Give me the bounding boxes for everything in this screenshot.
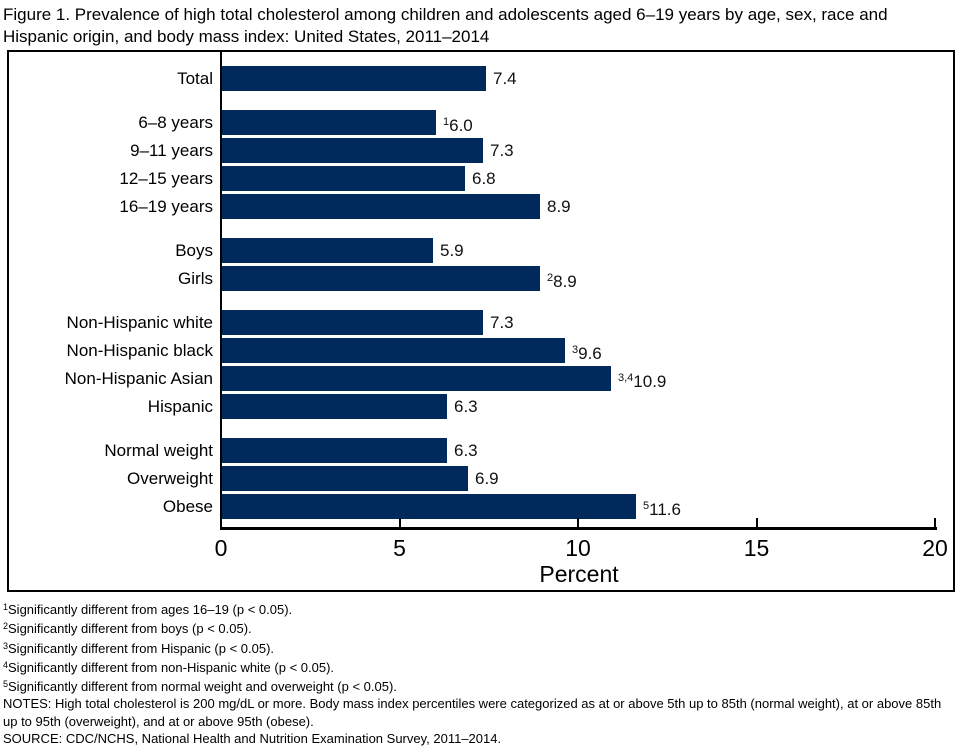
category-label-obese: Obese xyxy=(162,497,213,516)
footnote-2: 2Significantly different from boys (p < … xyxy=(3,621,252,637)
bar-9-11-years xyxy=(222,138,483,163)
x-axis-tick-0 xyxy=(220,518,222,527)
figure-title: Figure 1. Prevalence of high total chole… xyxy=(3,5,888,46)
notes-line: NOTES: High total cholesterol is 200 mg/… xyxy=(3,696,942,729)
bar-girls xyxy=(222,266,540,291)
category-label-normal-weight: Normal weight xyxy=(104,441,213,460)
significance-superscript: 3 xyxy=(572,344,579,356)
significance-superscript: 1 xyxy=(443,116,450,128)
category-label-non-hispanic-asian: Non-Hispanic Asian xyxy=(64,369,213,388)
category-label-16-19-years: 16–19 years xyxy=(119,197,213,216)
bar-normal-weight xyxy=(222,438,447,463)
value-label-girls: 28.9 xyxy=(547,272,577,291)
bar-boys xyxy=(222,238,433,263)
footnote-superscript: 5 xyxy=(3,679,9,690)
x-axis-tick-label-0: 0 xyxy=(214,535,228,561)
bar-non-hispanic-asian xyxy=(222,366,611,391)
category-label-12-15-years: 12–15 years xyxy=(119,169,213,188)
x-axis-tick-20 xyxy=(934,518,936,527)
x-axis-tick-label-15: 15 xyxy=(743,535,770,561)
footnote-superscript: 1 xyxy=(3,602,9,612)
footnote-1: 1Significantly different from ages 16–19… xyxy=(3,602,293,617)
source-line: SOURCE: CDC/NCHS, National Health and Nu… xyxy=(3,731,502,747)
value-label-12-15-years: 6.8 xyxy=(472,169,496,188)
bar-16-19-years xyxy=(222,194,540,219)
x-axis-title: Percent xyxy=(539,561,619,587)
bar-12-15-years xyxy=(222,166,465,191)
value-label-16-19-years: 8.9 xyxy=(547,197,571,216)
y-axis-line xyxy=(220,52,222,529)
category-label-girls: Girls xyxy=(178,269,213,288)
category-label-overweight: Overweight xyxy=(127,469,213,488)
category-label-total: Total xyxy=(177,69,213,88)
significance-superscript: 2 xyxy=(547,272,554,284)
plot-area: Percent Total 7.4 6–8 years 16.0 9–11 years 7… xyxy=(9,52,953,590)
footnote-3: 3Significantly different from Hispanic (… xyxy=(3,640,275,656)
value-label-normal-weight: 6.3 xyxy=(454,441,478,460)
value-label-total: 7.4 xyxy=(493,69,517,88)
category-label-non-hispanic-white: Non-Hispanic white xyxy=(66,313,213,332)
category-label-6-8-years: 6–8 years xyxy=(138,113,213,132)
bar-non-hispanic-black xyxy=(222,338,565,363)
category-label-hispanic: Hispanic xyxy=(147,397,213,416)
bar-hispanic xyxy=(222,394,447,419)
significance-superscript: 3,4 xyxy=(618,372,634,384)
footnotes-block: 1Significantly different from ages 16–19… xyxy=(3,599,955,747)
value-label-non-hispanic-asian: 3,410.9 xyxy=(618,372,667,391)
x-axis-tick-10 xyxy=(577,518,579,527)
bar-6-8-years xyxy=(222,110,436,135)
value-label-boys: 5.9 xyxy=(440,241,464,260)
x-axis-tick-label-5: 5 xyxy=(393,535,406,561)
bar-non-hispanic-white xyxy=(222,310,483,335)
value-label-9-11-years: 7.3 xyxy=(490,141,514,160)
x-axis-tick-label-20: 20 xyxy=(922,535,948,561)
footnote-superscript: 4 xyxy=(3,659,9,670)
value-label-non-hispanic-black: 39.6 xyxy=(572,344,602,363)
value-label-non-hispanic-white: 7.3 xyxy=(490,313,514,332)
x-axis-line xyxy=(220,527,937,530)
category-label-non-hispanic-black: Non-Hispanic black xyxy=(66,341,213,360)
x-axis-tick-5 xyxy=(398,518,401,527)
significance-superscript: 5 xyxy=(643,500,650,512)
chart-frame: Percent Total 7.4 6–8 years 16.0 9–11 years 7… xyxy=(7,50,955,592)
value-label-obese: 511.6 xyxy=(643,500,681,519)
footnote-superscript: 2 xyxy=(3,621,9,632)
value-label-6-8-years: 16.0 xyxy=(443,116,473,135)
x-axis-tick-label-10: 10 xyxy=(565,535,591,561)
footnote-superscript: 3 xyxy=(3,640,9,651)
value-label-hispanic: 6.3 xyxy=(454,397,478,416)
bar-total xyxy=(222,66,486,91)
footnote-4: 4Significantly different from non-Hispan… xyxy=(3,659,335,675)
bar-obese xyxy=(222,494,636,519)
value-label-overweight: 6.9 xyxy=(475,469,499,488)
category-label-9-11-years: 9–11 years xyxy=(130,141,213,160)
x-axis-tick-15 xyxy=(755,518,758,527)
category-label-boys: Boys xyxy=(175,241,213,260)
bar-overweight xyxy=(222,466,468,491)
footnote-5: 5Significantly different from normal wei… xyxy=(3,679,397,695)
